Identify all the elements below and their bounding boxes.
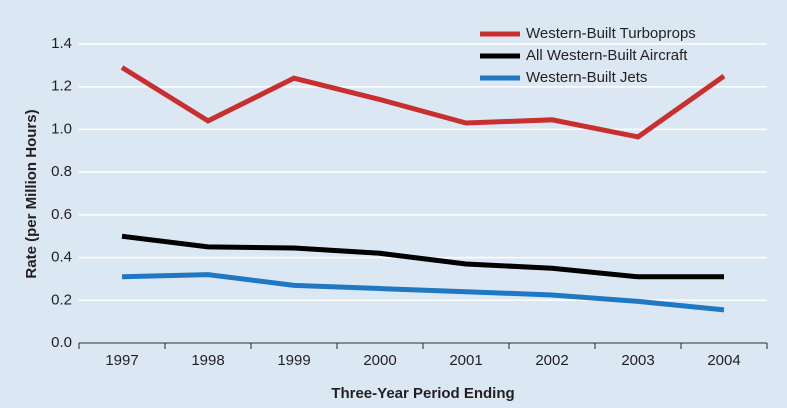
x-tick-label: 1998 — [191, 352, 224, 369]
line-series — [120, 65, 726, 140]
x-tick-label: 2004 — [707, 352, 740, 369]
x-tick-label: 2001 — [449, 352, 482, 369]
x-tick-label: 2002 — [535, 352, 568, 369]
y-tick-label: 0.2 — [51, 291, 72, 308]
x-tick-label: 2003 — [621, 352, 654, 369]
line-series — [121, 272, 725, 313]
legend-label: All Western-Built Aircraft — [526, 47, 688, 64]
y-tick-label: 1.4 — [51, 35, 72, 52]
y-tick-label: 1.2 — [51, 78, 72, 95]
y-tick-label: 0.4 — [51, 249, 72, 266]
y-tick-label: 0.0 — [51, 334, 72, 351]
x-tick-label: 2000 — [363, 352, 396, 369]
y-tick-label: 1.0 — [51, 120, 72, 137]
line-series — [121, 233, 724, 280]
y-tick-label: 0.6 — [51, 206, 72, 223]
x-tick-label: 1997 — [105, 352, 138, 369]
legend-label: Western-Built Turboprops — [526, 25, 696, 42]
x-axis-label: Three-Year Period Ending — [331, 385, 514, 402]
x-tick-label: 1999 — [277, 352, 310, 369]
legend-label: Western-Built Jets — [526, 69, 647, 86]
y-axis-label: Rate (per Million Hours) — [23, 109, 40, 278]
y-tick-label: 0.8 — [51, 163, 72, 180]
